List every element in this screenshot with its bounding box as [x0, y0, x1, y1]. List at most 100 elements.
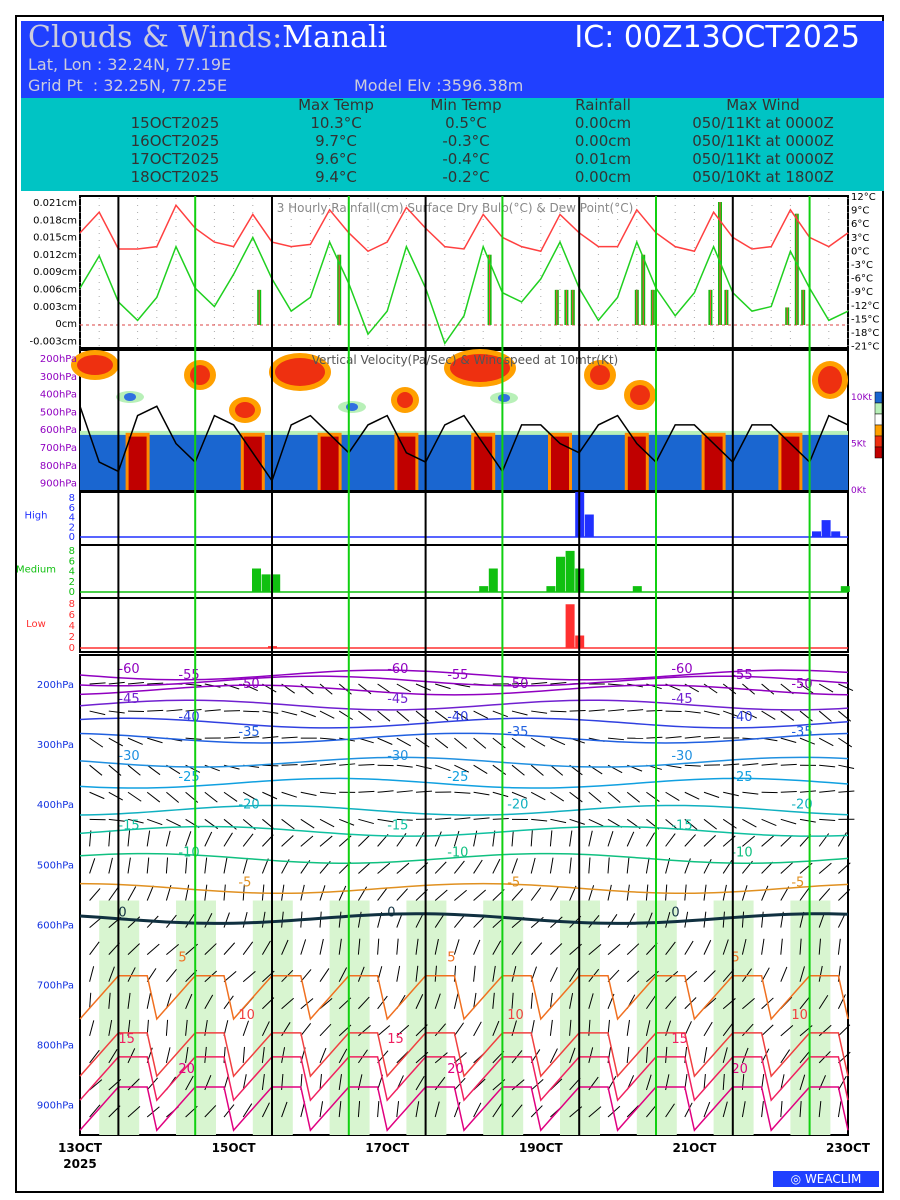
wind-barb: [185, 737, 202, 740]
isotherm-label: -30: [387, 749, 408, 764]
wind-barb: [89, 764, 103, 776]
wind-barb: [434, 737, 449, 749]
wind-barb: [242, 791, 258, 801]
wind-barb: [434, 861, 447, 874]
cloud-bar: [271, 574, 281, 592]
pressure-tick: 700hPa: [40, 443, 77, 454]
pressure-tick: 700hPa: [37, 981, 74, 992]
wind-barb: [607, 708, 624, 712]
panel-title: Vertical Velocity(Pa/Sec) & Windspeed at…: [312, 353, 618, 367]
wind-barb: [626, 913, 636, 928]
temp-tick: -6°C: [851, 274, 873, 285]
wind-barb: [684, 791, 700, 800]
cloud-tick: 2: [69, 522, 75, 533]
cell: 9.7°C: [315, 132, 357, 150]
pressure-tick: 300hPa: [37, 740, 74, 751]
wind-barb: [89, 941, 100, 955]
wind-barb: [818, 683, 834, 693]
wind-barb: [588, 1076, 599, 1091]
year-label: 2025: [63, 1157, 96, 1171]
wind-barb: [396, 965, 401, 982]
wind-barb: [819, 790, 836, 793]
wind-barb: [626, 791, 640, 803]
wind-barb: [319, 997, 333, 1010]
wind-barb: [549, 967, 558, 982]
wind-barb: [261, 1074, 265, 1091]
wind-barb: [665, 764, 682, 769]
wind-barb: [511, 888, 524, 901]
cell: 050/11Kt at 0000Z: [692, 114, 834, 132]
isotherm-label: -50: [507, 677, 528, 692]
wind-barb: [357, 966, 365, 982]
wind-barb: [645, 832, 656, 847]
wind-barb: [396, 862, 410, 874]
wind-barb: [799, 790, 816, 793]
wind-barb: [780, 791, 797, 793]
wind-barb: [377, 995, 388, 1010]
pressure-tick: 600hPa: [37, 920, 74, 931]
wind-barb: [204, 791, 218, 803]
cell: 0.00cm: [574, 132, 632, 150]
wind-barb: [799, 1101, 802, 1118]
wind-barb: [741, 885, 748, 901]
wind-barb: [89, 858, 96, 874]
wind-barb: [89, 791, 105, 800]
wind-barb: [550, 943, 563, 956]
wind-barb: [377, 790, 394, 793]
isotherm-label: -25: [447, 770, 468, 785]
wind-barb: [281, 939, 289, 955]
wind-barb: [338, 1048, 348, 1064]
wind-barb: [665, 833, 676, 847]
wind-barb: [511, 764, 525, 776]
isotherm-label: -60: [387, 662, 408, 677]
wind-barb: [434, 889, 448, 901]
isotherm-label: -15: [671, 818, 692, 833]
colorbar-swatch: [874, 402, 883, 415]
wind-barb: [665, 736, 682, 739]
column-header: Max Wind: [726, 96, 800, 114]
wind-barb: [454, 710, 469, 721]
isotherm-label: -15: [118, 818, 139, 833]
cloud-bar: [556, 556, 565, 592]
isotherm: [79, 675, 849, 687]
wind-barb: [722, 859, 733, 874]
wind-barb: [281, 736, 298, 739]
wind-barb: [588, 885, 595, 901]
ascent-core: [243, 436, 262, 490]
vv-blob: [630, 385, 650, 405]
wind-barb: [223, 912, 230, 928]
wind-barb: [818, 965, 823, 982]
wind-barb: [281, 1022, 291, 1037]
wind-barb: [703, 1101, 711, 1118]
wind-barb: [261, 1021, 270, 1037]
cell: 0.00cm: [574, 114, 632, 132]
wind-barb: [530, 942, 543, 955]
wind-barb: [435, 764, 451, 772]
wind-barb: [549, 992, 553, 1009]
wind-tick: 5Kt: [851, 440, 867, 450]
wind-barb: [703, 858, 712, 874]
wind-barb: [242, 941, 254, 955]
cloud-bar: [565, 550, 575, 592]
ascent-core: [397, 436, 416, 490]
cloud-bar: [546, 586, 556, 592]
temp-tick: -18°C: [851, 328, 879, 339]
wind-barb: [146, 943, 160, 956]
wind-barb: [780, 966, 788, 982]
wind-barb: [761, 710, 776, 720]
wind-barb: [549, 830, 553, 847]
wind-barb: [262, 736, 279, 739]
wind-barb: [665, 941, 676, 955]
wind-barb: [761, 683, 775, 695]
wind-barb: [319, 683, 333, 695]
wind-barb: [722, 818, 737, 829]
wind-barb: [396, 818, 413, 821]
wind-barb: [722, 1073, 725, 1090]
isotherm-label: 10: [238, 1008, 255, 1023]
wind-barb: [127, 886, 137, 901]
wind-barb: [435, 817, 452, 820]
pressure-tick: 900hPa: [37, 1101, 74, 1112]
wind-barb: [358, 818, 374, 825]
cloud-bar: [840, 586, 850, 592]
wind-barb: [146, 830, 151, 847]
